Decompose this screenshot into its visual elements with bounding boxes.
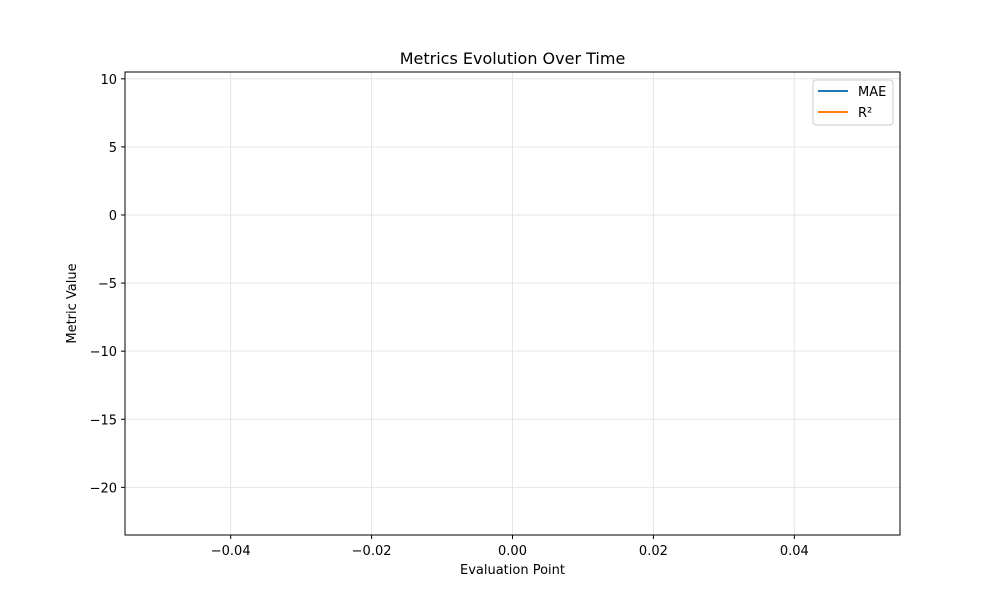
chart-title: Metrics Evolution Over Time (400, 49, 626, 68)
grid (125, 72, 900, 535)
x-tick-label: −0.02 (352, 544, 392, 559)
y-axis-title: Metric Value (65, 263, 80, 343)
legend-label-r2: R² (858, 106, 872, 121)
y-tick-label: 0 (109, 209, 117, 224)
axis-ticks: −0.04 −0.02 0.00 0.02 0.04 10 5 0 −5 −10 −15 −20 (90, 73, 809, 559)
x-tick-label: 0.00 (498, 544, 527, 559)
legend: MAE R² (812, 79, 894, 126)
legend-label-mae: MAE (858, 85, 886, 100)
x-axis-title: Evaluation Point (460, 563, 565, 578)
y-tick-label: −5 (98, 277, 117, 292)
y-tick-label: 5 (109, 141, 117, 156)
y-tick-label: −15 (90, 413, 117, 428)
y-tick-label: 10 (100, 73, 117, 88)
x-tick-label: 0.04 (780, 544, 809, 559)
y-tick-label: −10 (90, 345, 117, 360)
y-tick-label: −20 (90, 481, 117, 496)
x-tick-label: 0.02 (639, 544, 668, 559)
x-tick-label: −0.04 (211, 544, 251, 559)
